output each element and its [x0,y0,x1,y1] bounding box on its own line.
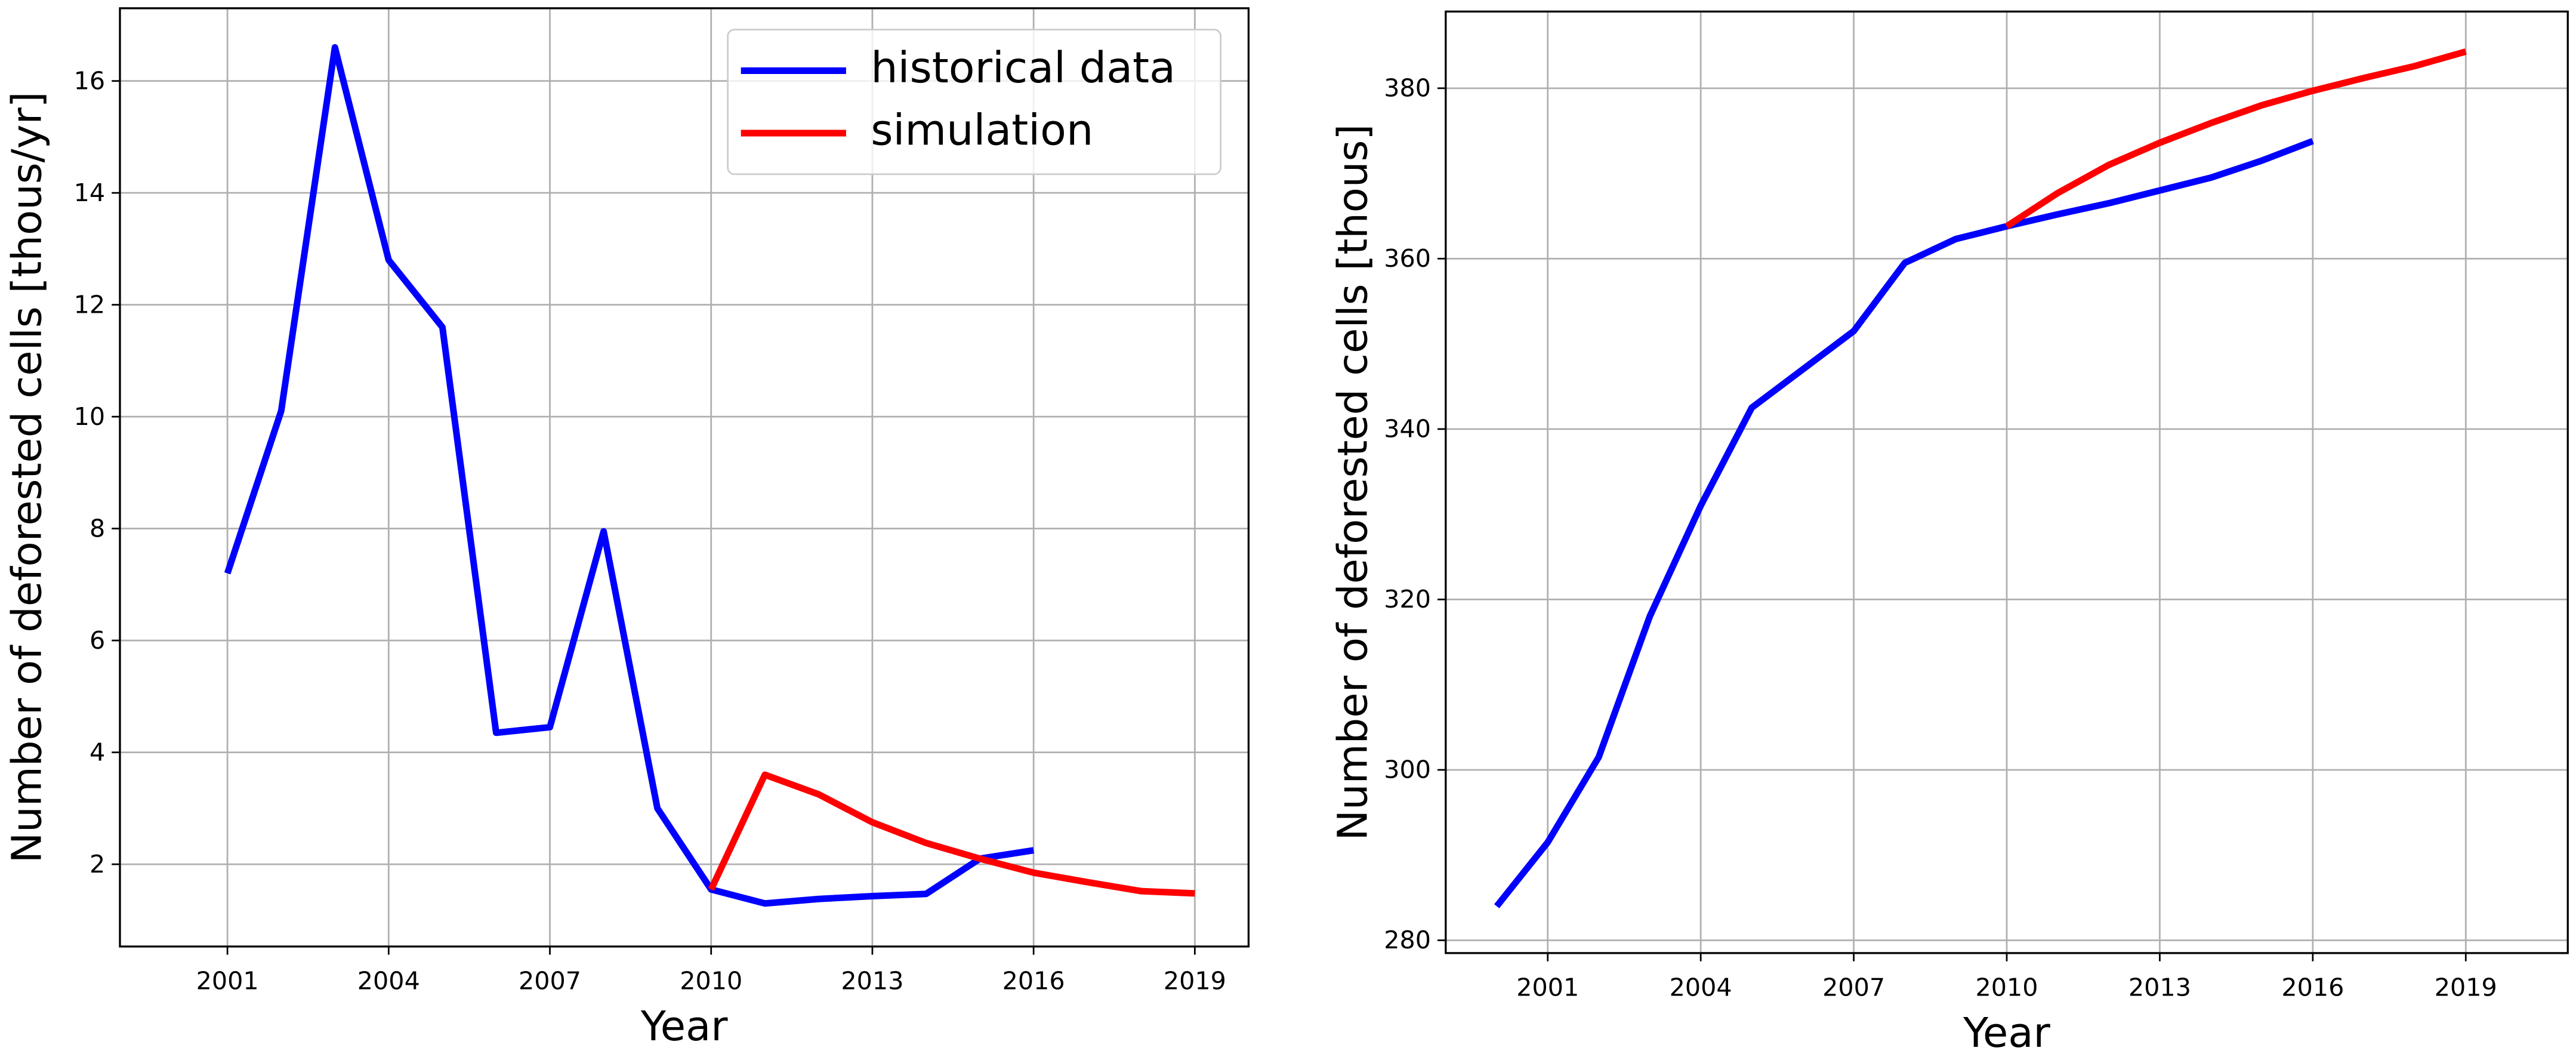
y-axis-label: Number of deforested cells [thous] [1329,124,1377,841]
y-tick-label: 4 [90,738,105,766]
x-axis-label: Year [640,1003,728,1050]
y-tick-label: 14 [74,178,106,207]
x-tick-label: 2019 [2435,973,2497,1001]
y-tick-label: 380 [1384,74,1431,103]
x-tick-label: 2007 [519,966,581,995]
legend-label: simulation [871,106,1093,155]
y-tick-label: 280 [1384,926,1431,954]
x-tick-label: 2016 [2281,973,2344,1001]
x-tick-label: 2010 [1975,973,2038,1001]
x-tick-label: 2001 [196,966,259,995]
data-line [1494,138,2314,908]
x-tick-label: 2013 [2128,973,2191,1001]
y-tick-label: 8 [90,514,105,543]
x-tick-label: 2001 [1516,973,1579,1001]
y-tick-label: 16 [74,66,106,95]
plot-frame [119,7,1250,948]
x-tick-label: 2007 [1822,973,1885,1001]
plot-frame [1445,10,2569,954]
y-tick-label: 360 [1384,244,1431,273]
y-tick-label: 12 [74,290,106,319]
y-axis-label: Number of deforested cells [thous/yr] [4,91,51,863]
legend-label: historical data [871,43,1176,93]
x-tick-label: 2010 [680,966,742,995]
x-axis-label: Year [1963,1009,2050,1054]
x-tick-label: 2013 [841,966,903,995]
y-tick-label: 300 [1384,756,1431,784]
x-tick-label: 2004 [1670,973,1732,1001]
data-line [224,44,1034,907]
y-tick-label: 2 [90,850,105,879]
y-tick-label: 10 [74,402,106,431]
x-tick-label: 2016 [1002,966,1065,995]
data-line [2005,48,2467,229]
x-tick-label: 2019 [1164,966,1226,995]
y-tick-label: 320 [1384,585,1431,614]
y-tick-label: 6 [90,626,105,655]
data-line [708,771,1195,897]
legend-box [727,29,1221,175]
y-tick-label: 340 [1384,415,1431,443]
x-tick-label: 2004 [357,966,420,995]
